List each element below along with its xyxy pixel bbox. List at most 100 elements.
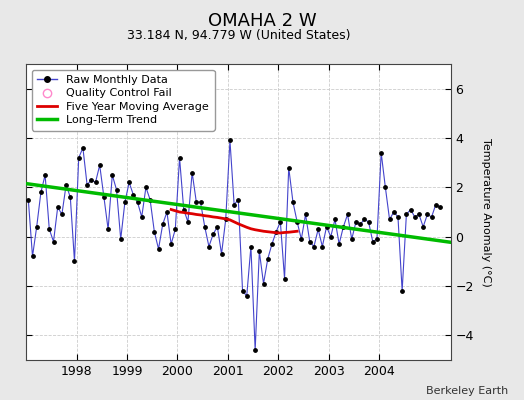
Text: Berkeley Earth: Berkeley Earth: [426, 386, 508, 396]
Point: [192, 199, 201, 205]
Point: [251, 347, 259, 353]
Point: [121, 199, 129, 205]
Point: [314, 226, 322, 232]
Point: [49, 238, 58, 245]
Point: [58, 211, 66, 218]
Point: [32, 224, 41, 230]
Point: [66, 194, 74, 200]
Point: [264, 256, 272, 262]
Point: [247, 243, 255, 250]
Point: [70, 258, 79, 264]
Point: [381, 184, 389, 190]
Point: [180, 206, 188, 213]
Point: [411, 214, 419, 220]
Point: [217, 251, 226, 257]
Point: [74, 154, 83, 161]
Point: [125, 179, 133, 186]
Point: [159, 221, 167, 228]
Point: [436, 204, 444, 210]
Point: [184, 219, 192, 225]
Point: [255, 248, 264, 255]
Point: [310, 243, 318, 250]
Point: [196, 199, 205, 205]
Point: [276, 219, 285, 225]
Point: [243, 293, 251, 299]
Point: [188, 169, 196, 176]
Point: [428, 214, 436, 220]
Point: [53, 204, 62, 210]
Point: [83, 182, 91, 188]
Point: [272, 228, 280, 235]
Point: [87, 177, 95, 183]
Point: [352, 219, 360, 225]
Point: [318, 243, 326, 250]
Point: [28, 253, 37, 260]
Point: [137, 214, 146, 220]
Point: [389, 209, 398, 215]
Point: [347, 236, 356, 242]
Title: 33.184 N, 94.779 W (United States): 33.184 N, 94.779 W (United States): [127, 29, 350, 42]
Point: [360, 216, 368, 223]
Point: [176, 154, 184, 161]
Point: [419, 224, 428, 230]
Point: [398, 288, 406, 294]
Point: [209, 231, 217, 238]
Point: [141, 184, 150, 190]
Point: [205, 243, 213, 250]
Point: [201, 224, 209, 230]
Point: [146, 196, 154, 203]
Point: [91, 179, 100, 186]
Point: [238, 288, 247, 294]
Point: [377, 150, 385, 156]
Point: [432, 202, 440, 208]
Point: [285, 164, 293, 171]
Point: [289, 199, 297, 205]
Point: [226, 137, 234, 144]
Point: [155, 246, 163, 252]
Text: OMAHA 2 W: OMAHA 2 W: [208, 12, 316, 30]
Point: [259, 280, 268, 287]
Point: [368, 238, 377, 245]
Point: [45, 226, 53, 232]
Point: [415, 211, 423, 218]
Point: [79, 145, 87, 151]
Point: [41, 172, 49, 178]
Point: [423, 211, 432, 218]
Point: [297, 236, 305, 242]
Point: [402, 211, 411, 218]
Point: [104, 226, 112, 232]
Point: [364, 219, 373, 225]
Point: [129, 192, 137, 198]
Point: [222, 216, 230, 223]
Point: [268, 241, 276, 247]
Point: [385, 216, 394, 223]
Point: [373, 236, 381, 242]
Point: [108, 172, 116, 178]
Point: [322, 224, 331, 230]
Point: [167, 241, 176, 247]
Point: [116, 236, 125, 242]
Point: [335, 241, 343, 247]
Legend: Raw Monthly Data, Quality Control Fail, Five Year Moving Average, Long-Term Tren: Raw Monthly Data, Quality Control Fail, …: [32, 70, 214, 131]
Point: [394, 214, 402, 220]
Point: [100, 194, 108, 200]
Point: [301, 211, 310, 218]
Point: [293, 219, 301, 225]
Point: [331, 216, 339, 223]
Point: [163, 209, 171, 215]
Point: [133, 199, 141, 205]
Point: [213, 224, 222, 230]
Point: [339, 224, 347, 230]
Point: [37, 189, 45, 196]
Point: [326, 234, 335, 240]
Point: [62, 182, 70, 188]
Point: [407, 206, 415, 213]
Point: [343, 211, 352, 218]
Point: [305, 238, 314, 245]
Y-axis label: Temperature Anomaly (°C): Temperature Anomaly (°C): [481, 138, 490, 286]
Point: [112, 186, 121, 193]
Point: [171, 226, 180, 232]
Point: [230, 202, 238, 208]
Point: [280, 276, 289, 282]
Point: [95, 162, 104, 168]
